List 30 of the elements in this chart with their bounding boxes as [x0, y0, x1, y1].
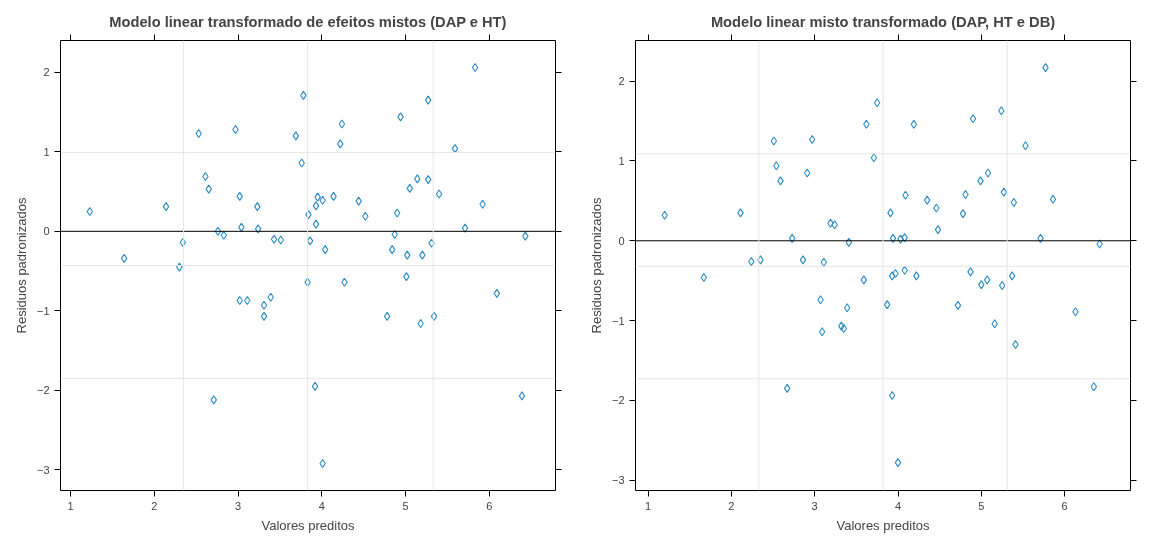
x-tick-label: 3 — [235, 499, 242, 512]
x-axis-title: Valores preditos — [836, 517, 930, 533]
x-tick-label: 2 — [728, 499, 735, 512]
x-tick-label: 5 — [978, 499, 985, 512]
x-tick-label: 1 — [644, 499, 652, 512]
y-tick-label: 1 — [618, 154, 625, 167]
y-tick-label: −3 — [611, 474, 625, 487]
chart-title: Modelo linear transformado de efeitos mistos (DAP e HT) — [109, 13, 507, 30]
x-tick-label: 1 — [67, 499, 74, 512]
y-tick-label: −3 — [36, 463, 50, 476]
y-axis-title: Residuos padronizados — [13, 197, 29, 334]
y-tick-label: 2 — [618, 75, 625, 88]
x-tick-label: 3 — [811, 499, 818, 512]
y-tick-label: −2 — [36, 384, 50, 397]
x-tick-label: 5 — [402, 499, 409, 512]
y-tick-label: 0 — [618, 234, 625, 247]
y-tick-label: 2 — [43, 66, 50, 79]
x-tick-label: 6 — [1061, 499, 1068, 512]
y-tick-label: 1 — [43, 145, 50, 158]
y-tick-label: −1 — [611, 314, 625, 327]
y-axis-title: Residuos padronizados — [588, 197, 604, 334]
y-tick-label: 0 — [43, 225, 50, 238]
x-tick-label: 4 — [894, 499, 902, 512]
x-tick-label: 2 — [151, 499, 158, 512]
x-axis-title: Valores preditos — [261, 517, 355, 533]
y-tick-label: −1 — [36, 304, 50, 317]
x-tick-label: 6 — [486, 499, 493, 512]
y-tick-label: −2 — [611, 394, 625, 407]
chart-title: Modelo linear misto transformado (DAP, HT e DB) — [710, 13, 1056, 30]
x-tick-label: 4 — [318, 499, 325, 512]
